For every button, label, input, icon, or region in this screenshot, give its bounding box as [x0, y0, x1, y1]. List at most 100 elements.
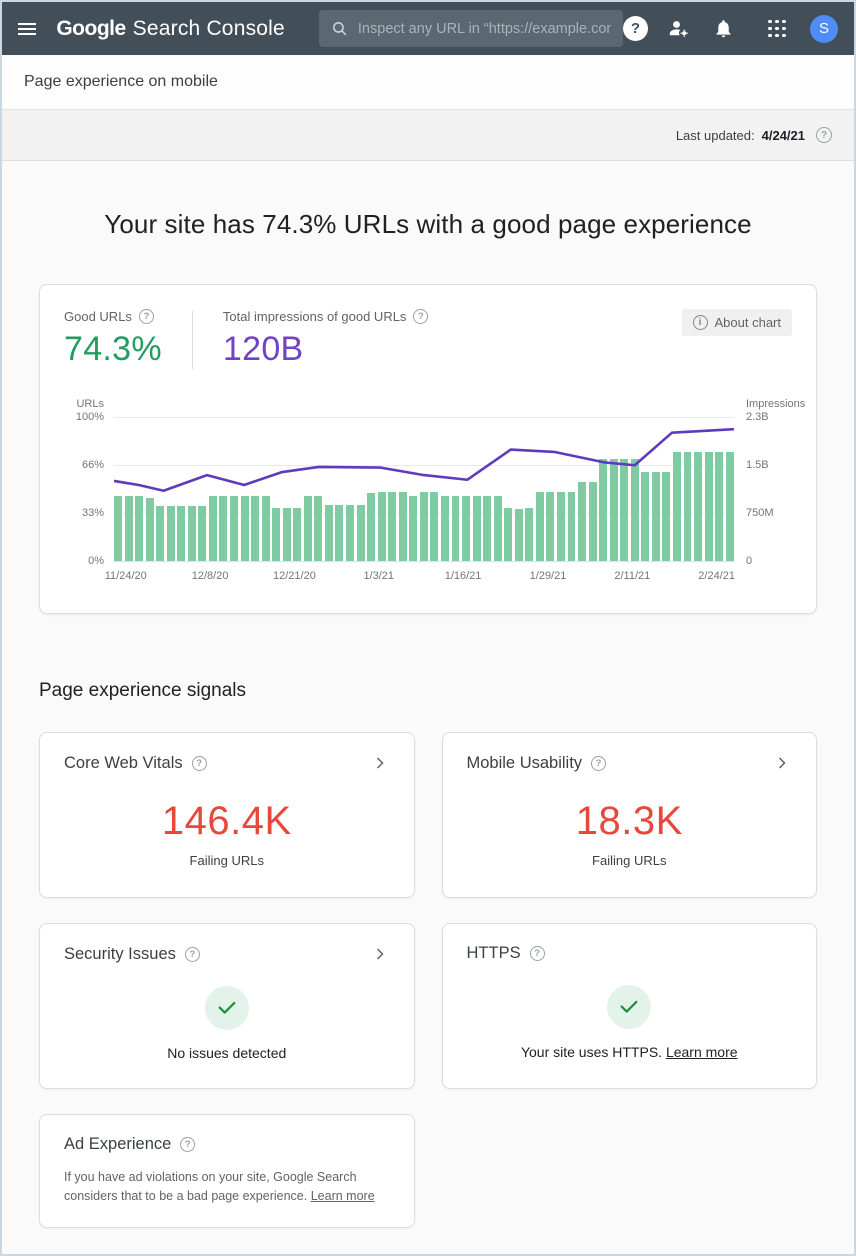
bar[interactable]: [483, 496, 492, 561]
bar-series: [114, 417, 734, 561]
bar[interactable]: [219, 496, 228, 561]
good-urls-stat[interactable]: Good URLs ? 74.3%: [64, 309, 162, 369]
x-axis-labels: 11/24/20 12/8/20 12/21/20 1/3/21 1/16/21 1/29…: [105, 561, 735, 583]
bar[interactable]: [430, 491, 439, 561]
bar[interactable]: [293, 507, 302, 561]
bar[interactable]: [493, 496, 502, 561]
chart-stats-row: Good URLs ? 74.3% Total impressions of g…: [64, 309, 792, 369]
bar[interactable]: [440, 496, 449, 561]
security-issues-card[interactable]: Security Issues ? No issues detected: [39, 923, 415, 1089]
chevron-right-icon[interactable]: [772, 753, 792, 773]
google-apps-icon[interactable]: [768, 19, 786, 38]
bar[interactable]: [303, 496, 312, 561]
bar[interactable]: [377, 491, 386, 561]
bar[interactable]: [662, 471, 671, 561]
bar[interactable]: [145, 497, 154, 561]
bar[interactable]: [683, 451, 692, 561]
bar[interactable]: [588, 481, 597, 561]
core-web-vitals-help-icon[interactable]: ?: [191, 755, 207, 771]
bar[interactable]: [272, 507, 281, 561]
impressions-stat[interactable]: Total impressions of good URLs ? 120B: [223, 309, 429, 369]
about-chart-label: About chart: [714, 315, 782, 330]
bar[interactable]: [356, 504, 365, 561]
bar[interactable]: [124, 496, 133, 561]
bar[interactable]: [472, 496, 481, 561]
bar[interactable]: [367, 493, 376, 561]
bar[interactable]: [535, 491, 544, 561]
bar[interactable]: [324, 504, 333, 561]
bar[interactable]: [419, 491, 428, 561]
bar[interactable]: [114, 496, 122, 561]
axis-tick: 66%: [81, 459, 104, 471]
menu-icon[interactable]: [16, 17, 38, 41]
bar[interactable]: [567, 491, 576, 561]
chevron-right-icon[interactable]: [370, 944, 390, 964]
account-settings-icon[interactable]: [666, 16, 692, 42]
app-logo[interactable]: Google Search Console: [56, 17, 285, 41]
bar[interactable]: [651, 471, 660, 561]
gridline: [114, 417, 734, 418]
ad-experience-help-icon[interactable]: ?: [180, 1137, 196, 1152]
mobile-usability-help-icon[interactable]: ?: [591, 755, 607, 771]
bar[interactable]: [556, 491, 565, 561]
impressions-label: Total impressions of good URLs: [222, 309, 407, 324]
bar[interactable]: [187, 506, 196, 561]
chart-plot[interactable]: 11/24/20 12/8/20 12/21/20 1/3/21 1/16/21 1/29…: [105, 417, 735, 582]
bar[interactable]: [346, 504, 354, 561]
bar[interactable]: [725, 451, 734, 561]
user-avatar[interactable]: S: [810, 14, 838, 43]
bar[interactable]: [335, 504, 344, 561]
bar[interactable]: [166, 506, 175, 561]
bar[interactable]: [578, 481, 587, 561]
bar[interactable]: [504, 507, 513, 561]
bar[interactable]: [177, 506, 186, 561]
bar[interactable]: [251, 496, 260, 561]
search-input[interactable]: [357, 20, 611, 37]
https-learn-more-link[interactable]: Learn more: [665, 1044, 738, 1060]
bar[interactable]: [388, 491, 397, 561]
bar[interactable]: [514, 509, 523, 561]
bar[interactable]: [261, 496, 270, 561]
bar[interactable]: [672, 451, 681, 561]
good-urls-value: 74.3%: [64, 330, 162, 368]
ad-experience-learn-more-link[interactable]: Learn more: [310, 1189, 375, 1204]
bar[interactable]: [135, 496, 144, 561]
bar[interactable]: [462, 496, 470, 561]
bar[interactable]: [704, 451, 713, 561]
bar[interactable]: [398, 491, 407, 561]
bar[interactable]: [451, 496, 460, 561]
bar[interactable]: [694, 451, 703, 561]
url-inspect-search[interactable]: [318, 10, 623, 47]
bar[interactable]: [409, 496, 418, 561]
last-updated-label: Last updated:: [675, 127, 755, 143]
bar[interactable]: [715, 451, 724, 561]
bar[interactable]: [630, 458, 639, 561]
good-urls-help-icon[interactable]: ?: [138, 309, 154, 324]
axis-tick: 1.5B: [746, 459, 769, 471]
bar[interactable]: [620, 458, 629, 561]
bar[interactable]: [609, 458, 618, 561]
bar[interactable]: [641, 471, 650, 561]
impressions-help-icon[interactable]: ?: [413, 309, 429, 324]
bar[interactable]: [230, 496, 238, 561]
https-help-icon[interactable]: ?: [529, 946, 545, 961]
about-chart-button[interactable]: i About chart: [681, 309, 792, 336]
last-updated-help-icon[interactable]: ?: [816, 127, 832, 143]
last-updated-bar: Last updated: 4/24/21 ?: [2, 110, 854, 161]
bar[interactable]: [314, 496, 323, 561]
bar[interactable]: [525, 507, 534, 561]
bar[interactable]: [198, 506, 207, 561]
mobile-usability-card[interactable]: Mobile Usability ? 18.3K Failing URLs: [441, 732, 817, 898]
bar[interactable]: [282, 507, 291, 561]
notifications-bell-icon[interactable]: [710, 16, 736, 42]
x-axis-tick: 2/24/21: [698, 570, 735, 582]
core-web-vitals-card[interactable]: Core Web Vitals ? 146.4K Failing URLs: [39, 732, 415, 898]
chevron-right-icon[interactable]: [370, 753, 390, 773]
security-issues-help-icon[interactable]: ?: [184, 946, 200, 962]
bar[interactable]: [546, 491, 555, 561]
bar[interactable]: [240, 496, 249, 561]
bar[interactable]: [156, 506, 165, 561]
bar[interactable]: [599, 458, 608, 561]
bar[interactable]: [208, 496, 217, 561]
help-icon[interactable]: ?: [623, 16, 648, 41]
